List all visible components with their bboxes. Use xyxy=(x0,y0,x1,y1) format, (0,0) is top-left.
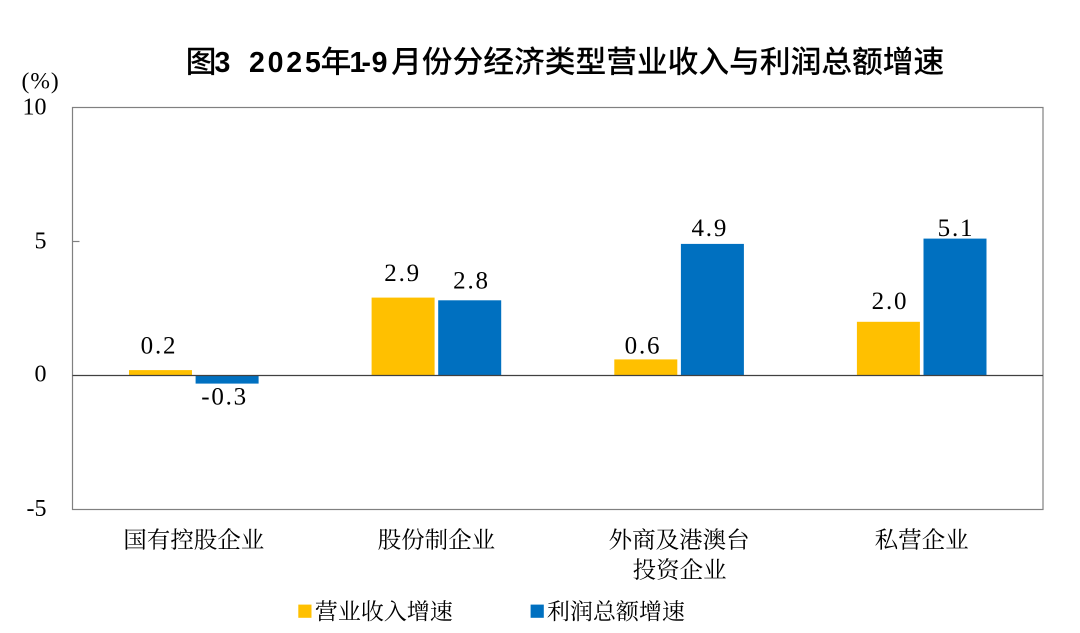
svg-text:2025: 2025 xyxy=(249,47,324,79)
svg-text:10: 10 xyxy=(23,94,47,120)
svg-text:(%): (%) xyxy=(22,69,60,95)
svg-text:0.6: 0.6 xyxy=(625,332,662,359)
svg-text:5: 5 xyxy=(35,228,47,254)
svg-text:4.9: 4.9 xyxy=(691,215,728,242)
svg-text:5.1: 5.1 xyxy=(938,215,975,242)
svg-text:1-9: 1-9 xyxy=(350,47,388,79)
svg-text:2.8: 2.8 xyxy=(453,268,490,295)
svg-text:0: 0 xyxy=(35,362,47,388)
svg-text:2.0: 2.0 xyxy=(872,288,909,315)
svg-text:0.2: 0.2 xyxy=(141,333,178,360)
svg-text:-5: -5 xyxy=(27,496,47,522)
svg-text:2.9: 2.9 xyxy=(384,260,421,287)
svg-text:3: 3 xyxy=(215,47,231,79)
svg-text:-0.3: -0.3 xyxy=(201,383,248,410)
